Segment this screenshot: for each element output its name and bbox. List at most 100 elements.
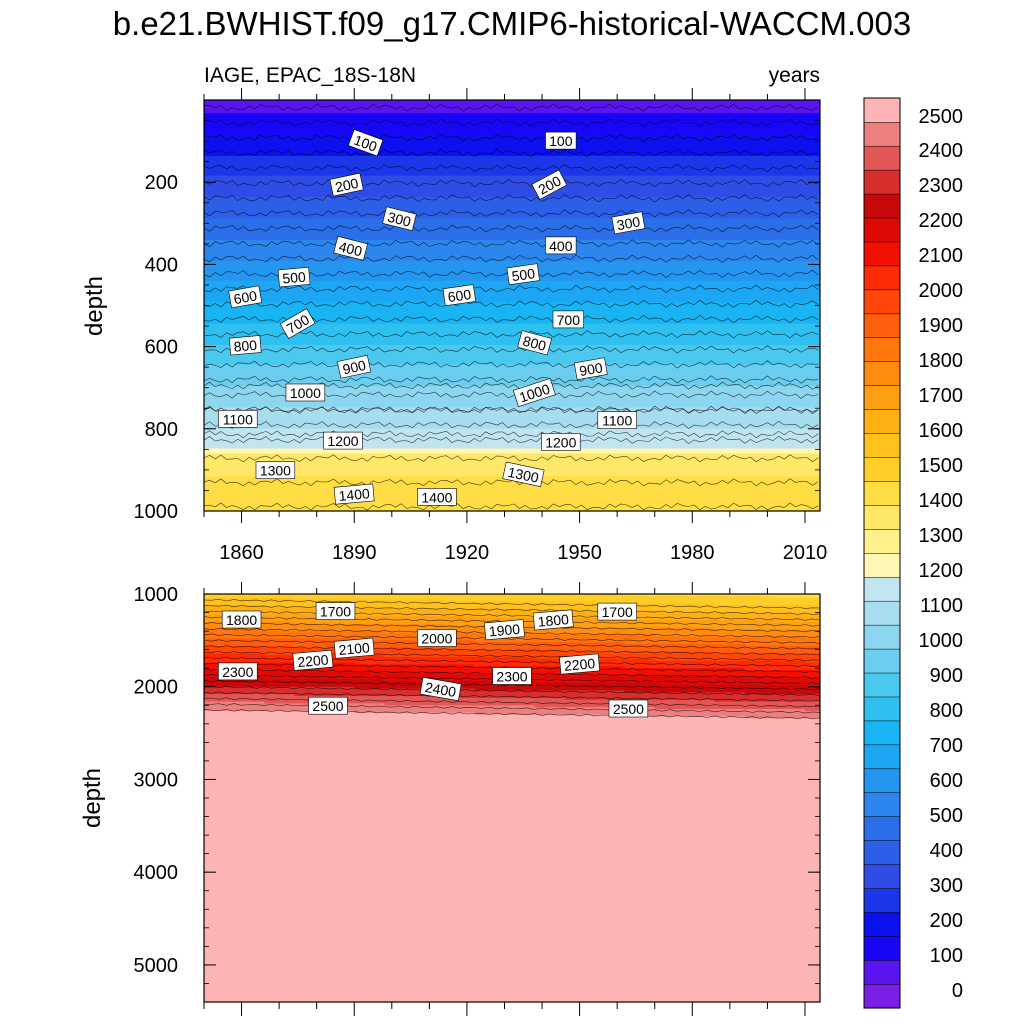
heatmap-cell	[264, 996, 295, 999]
heatmap-cell	[474, 868, 506, 871]
heatmap-cell	[384, 875, 415, 879]
heatmap-cell	[474, 846, 506, 849]
heatmap-cell	[504, 721, 536, 725]
heatmap-cell	[324, 844, 355, 847]
heatmap-cell	[534, 911, 566, 914]
heatmap-cell	[654, 961, 686, 964]
heatmap-cell	[534, 762, 566, 766]
heatmap-cell	[564, 994, 596, 998]
heatmap-cell	[624, 606, 656, 610]
heatmap-cell	[714, 868, 746, 871]
heatmap-cell	[654, 781, 686, 784]
heatmap-cell	[774, 645, 806, 649]
heatmap-cell	[654, 868, 686, 871]
heatmap-cell	[204, 916, 235, 920]
heatmap-cell	[324, 812, 355, 816]
heatmap-cell	[414, 785, 445, 788]
heatmap-cell	[504, 597, 536, 601]
heatmap-cell	[204, 634, 235, 638]
heatmap-cell	[354, 746, 385, 749]
heatmap-cell	[684, 957, 716, 960]
heatmap-cell	[204, 487, 820, 491]
heatmap-cell	[684, 627, 716, 630]
heatmap-cell	[264, 612, 295, 615]
heatmap-cell	[234, 849, 265, 853]
heatmap-cell	[714, 838, 746, 842]
heatmap-cell	[504, 651, 536, 654]
heatmap-cell	[714, 857, 746, 860]
heatmap-cell	[564, 925, 596, 929]
heatmap-cell	[714, 749, 746, 753]
heatmap-cell	[534, 766, 566, 769]
heatmap-cell	[744, 792, 776, 795]
heatmap-cell	[204, 239, 820, 242]
heatmap-cell	[654, 877, 686, 881]
heatmap-cell	[534, 937, 566, 940]
heatmap-cell	[774, 688, 806, 692]
heatmap-cell	[654, 1000, 686, 1002]
heatmap-cell	[504, 874, 536, 877]
heatmap-cell	[534, 990, 566, 994]
heatmap-cell	[324, 733, 355, 736]
heatmap-cell	[684, 751, 716, 755]
heatmap-cell	[474, 766, 506, 769]
heatmap-cell	[774, 861, 806, 864]
heatmap-cell	[534, 998, 566, 1001]
heatmap-cell	[774, 879, 806, 883]
heatmap-cell	[744, 833, 776, 836]
heatmap-cell	[444, 827, 476, 831]
contour-label-box	[333, 236, 368, 261]
heatmap-cell	[714, 714, 746, 717]
heatmap-cell	[594, 668, 626, 671]
heatmap-cell	[564, 747, 596, 751]
heatmap-cell	[294, 994, 325, 998]
heatmap-cell	[804, 727, 820, 730]
heatmap-cell	[534, 914, 566, 918]
heatmap-cell	[204, 437, 820, 440]
heatmap-cell	[204, 927, 235, 931]
heatmap-cell	[234, 679, 265, 682]
heatmap-cell	[624, 625, 656, 628]
heatmap-cell	[654, 918, 686, 921]
heatmap-cell	[684, 796, 716, 799]
heatmap-cell	[624, 640, 656, 643]
heatmap-cell	[774, 621, 806, 625]
heatmap-cell	[654, 994, 686, 998]
heatmap-cell	[204, 461, 820, 464]
heatmap-cell	[564, 842, 596, 845]
heatmap-cell	[504, 729, 536, 732]
heatmap-cell	[744, 746, 776, 749]
heatmap-cell	[384, 957, 415, 960]
heatmap-cell	[804, 729, 820, 732]
heatmap-cell	[684, 736, 716, 740]
x-tick-label: 1860	[219, 542, 264, 564]
heatmap-cell	[774, 764, 806, 768]
heatmap-cell	[354, 699, 385, 703]
heatmap-cell	[624, 760, 656, 764]
heatmap-cell	[324, 983, 355, 986]
heatmap-cell	[714, 925, 746, 929]
heatmap-cell	[384, 775, 415, 779]
heatmap-cell	[354, 937, 385, 940]
heatmap-cell	[384, 872, 415, 875]
heatmap-cell	[324, 905, 355, 909]
heatmap-cell	[654, 933, 686, 936]
heatmap-cell	[264, 603, 295, 606]
heatmap-cell	[504, 970, 536, 973]
heatmap-cell	[384, 831, 415, 834]
heatmap-cell	[354, 716, 385, 719]
heatmap-cell	[204, 506, 820, 509]
heatmap-cell	[594, 736, 626, 740]
heatmap-cell	[234, 892, 265, 896]
heatmap-cell	[354, 677, 385, 680]
heatmap-cell	[534, 798, 566, 801]
heatmap-cell	[324, 950, 355, 953]
heatmap-cell	[594, 625, 626, 628]
heatmap-cell	[414, 733, 445, 736]
heatmap-cell	[204, 862, 235, 866]
heatmap-cell	[774, 779, 806, 782]
heatmap-cell	[684, 760, 716, 764]
heatmap-cell	[774, 918, 806, 921]
heatmap-cell	[774, 937, 806, 940]
heatmap-cell	[444, 994, 476, 998]
